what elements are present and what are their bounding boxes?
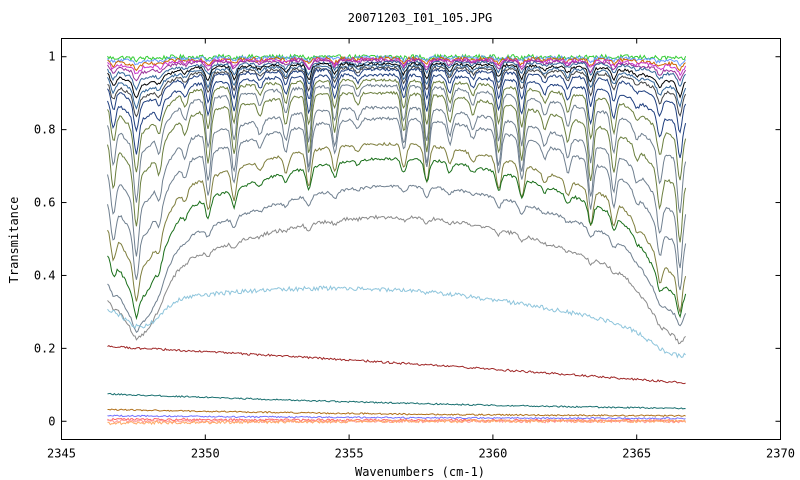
x-tick-label: 2345 <box>47 447 76 461</box>
y-tick-label: 0.4 <box>34 268 56 282</box>
spectrum-line <box>107 60 686 92</box>
spectrum-line <box>107 78 687 181</box>
spectrum-line <box>107 214 686 345</box>
x-axis: 2345 2350 2355 2360 2365 2370 <box>47 38 795 461</box>
spectrum-line <box>107 105 687 269</box>
y-axis-label: Transmitance <box>7 197 21 284</box>
spectrum-line <box>107 54 686 67</box>
y-axis: 0 0.2 0.4 0.6 0.8 1 <box>34 50 781 428</box>
spectrum-line <box>107 67 687 134</box>
spectrum-line <box>107 141 687 313</box>
spectrum-line <box>107 62 686 99</box>
x-tick-label: 2355 <box>335 447 364 461</box>
series-layer <box>107 53 687 426</box>
x-tick-label: 2360 <box>478 447 507 461</box>
spectrum-line <box>107 285 686 359</box>
spectrum-line <box>107 83 687 214</box>
spectrum-line <box>107 344 686 385</box>
y-tick-label: 1 <box>48 50 55 64</box>
spectrum-line <box>107 408 686 417</box>
spectrum-line <box>107 392 686 410</box>
spectrum-line <box>107 65 687 118</box>
y-tick-label: 0.6 <box>34 196 56 210</box>
y-tick-label: 0.8 <box>34 123 56 137</box>
spectrum-line <box>107 414 686 420</box>
spectrum-line <box>107 184 687 333</box>
spectrum-line <box>107 157 687 321</box>
spectrum-line <box>107 418 687 426</box>
y-tick-label: 0 <box>48 414 55 428</box>
spectrum-line <box>107 116 687 291</box>
spectrum-line <box>107 90 687 243</box>
x-tick-label: 2370 <box>766 447 795 461</box>
spectrum-line <box>107 72 687 159</box>
spectrum-line <box>107 56 687 77</box>
spectrum-line <box>107 58 687 82</box>
x-tick-label: 2365 <box>622 447 651 461</box>
chart-title: 20071203_I01_105.JPG <box>348 11 493 25</box>
spectrum-line <box>107 63 687 110</box>
plot-frame <box>61 38 781 440</box>
y-tick-label: 0.2 <box>34 341 56 355</box>
x-tick-label: 2350 <box>191 447 220 461</box>
x-axis-label: Wavenumbers (cm-1) <box>355 465 485 479</box>
